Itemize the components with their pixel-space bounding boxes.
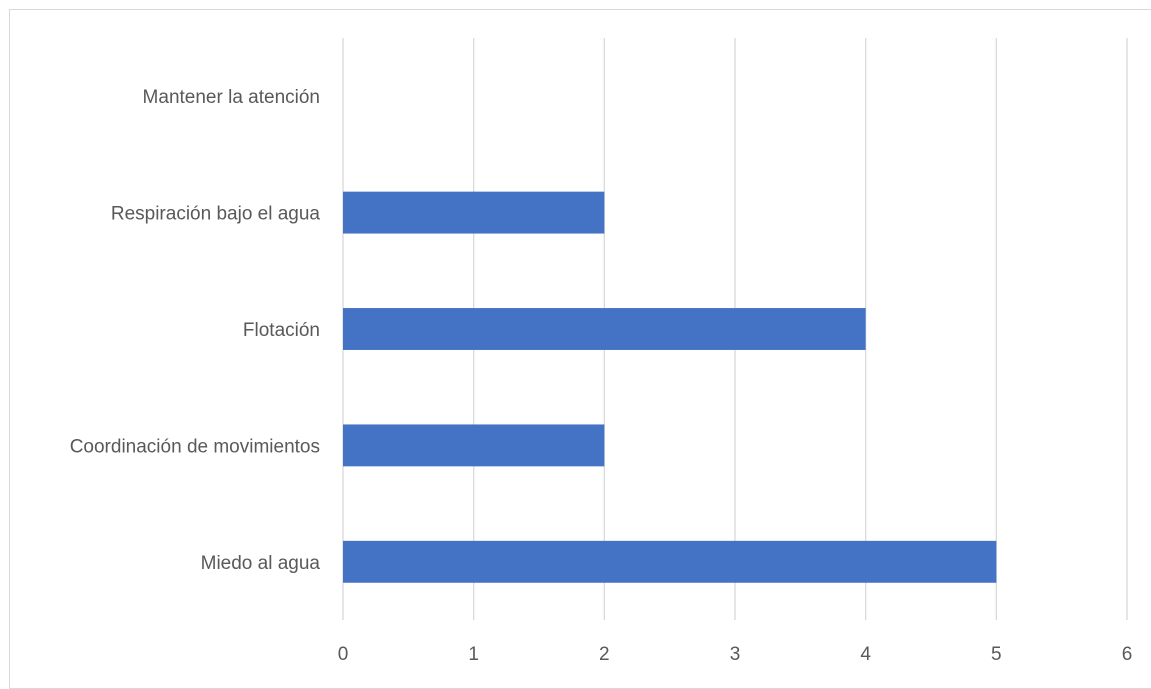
bar: [343, 308, 866, 350]
category-labels: Miedo al agua Coordinación de movimientos…: [70, 87, 321, 574]
bars: [343, 191, 997, 583]
category-label: Miedo al agua: [201, 553, 321, 574]
x-tick-label: 3: [730, 644, 741, 665]
category-label: Coordinación de movimientos: [70, 436, 320, 457]
x-tick-label: 0: [338, 644, 349, 665]
bar: [343, 540, 997, 583]
x-tick-label: 6: [1122, 644, 1133, 665]
category-label: Flotación: [243, 320, 320, 341]
x-tick-label: 5: [991, 644, 1002, 665]
bar-chart: Miedo al agua Coordinación de movimientos…: [70, 38, 1133, 665]
x-tick-label: 1: [468, 644, 479, 665]
bar: [343, 424, 605, 467]
x-tick-label: 2: [599, 644, 610, 665]
category-label: Mantener la atención: [143, 87, 320, 108]
x-tick-label: 4: [860, 644, 871, 665]
x-axis-tick-labels: 0 1 2 3 4 5 6: [338, 644, 1133, 665]
bar: [343, 191, 605, 234]
category-label: Respiración bajo el agua: [111, 204, 321, 225]
